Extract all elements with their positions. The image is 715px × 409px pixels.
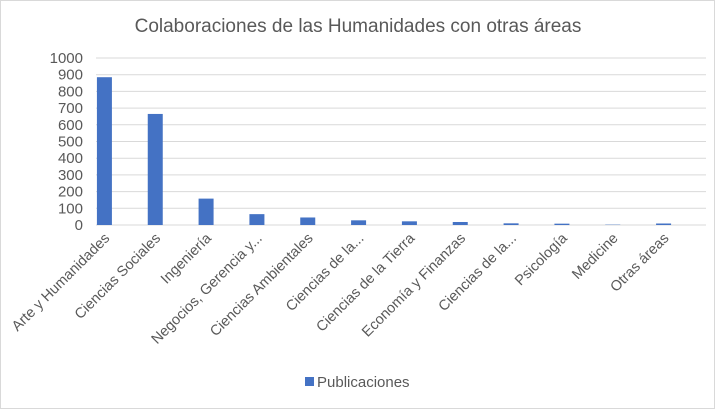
y-tick-label: 700 (58, 100, 83, 117)
y-tick-label: 900 (58, 67, 83, 84)
bar (452, 221, 468, 225)
bars (96, 77, 672, 225)
bar (503, 223, 519, 225)
chart-title: Colaboraciones de las Humanidades con ot… (135, 16, 582, 37)
bar (351, 220, 367, 225)
bar (147, 113, 163, 225)
bar (198, 198, 214, 225)
bar (300, 217, 316, 225)
bar (656, 223, 672, 225)
legend-label: Publicaciones (317, 374, 410, 391)
y-tick-label: 300 (58, 167, 83, 184)
x-tick-label: Psicología (512, 230, 571, 289)
x-tick-label: Arte y Humanidades (9, 231, 113, 335)
y-tick-label: 100 (58, 200, 83, 217)
x-tick-label: Medicine (569, 231, 621, 283)
y-tick-label: 1000 (50, 50, 83, 67)
y-tick-label: 600 (58, 117, 83, 134)
legend-swatch (305, 377, 314, 386)
y-tick-label: 200 (58, 184, 83, 201)
x-tick-label: Ciencias de la Tierra (313, 230, 418, 335)
gridlines (96, 57, 706, 226)
y-tick-label: 500 (58, 134, 83, 151)
bar (401, 221, 417, 225)
y-tick-label: 0 (75, 217, 83, 234)
bar (554, 223, 570, 225)
bar (249, 214, 265, 225)
y-tick-label: 800 (58, 83, 83, 100)
y-tick-label: 400 (58, 150, 83, 167)
bar (96, 77, 112, 225)
x-tick-label: Ciencias Sociales (72, 231, 164, 323)
legend: Publicaciones (305, 374, 410, 391)
